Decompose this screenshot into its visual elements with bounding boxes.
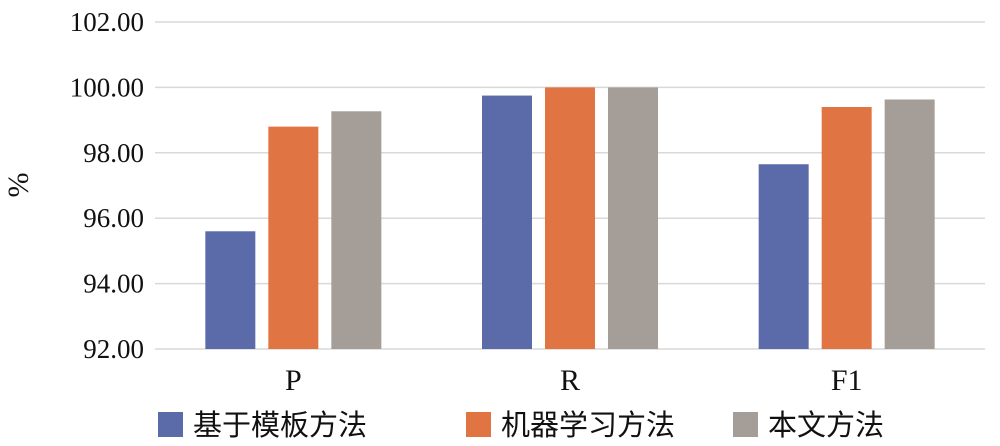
legend-label: 基于模板方法 bbox=[193, 408, 367, 442]
x-category-label: F1 bbox=[831, 364, 863, 397]
bar-R-1 bbox=[545, 87, 595, 350]
y-axis-title: % bbox=[2, 173, 35, 198]
y-tick-label: 94.00 bbox=[83, 269, 144, 299]
x-category-label: R bbox=[560, 364, 580, 397]
bar-P-2 bbox=[331, 111, 382, 350]
y-tick-label: 100.00 bbox=[70, 72, 144, 102]
y-tick-label: 102.00 bbox=[70, 7, 144, 37]
legend-swatch bbox=[733, 412, 758, 437]
legend-label: 机器学习方法 bbox=[501, 408, 675, 442]
x-axis-category-labels: P R F1 bbox=[285, 364, 863, 397]
bar-P-0 bbox=[205, 231, 256, 349]
bars bbox=[205, 87, 935, 350]
legend-label: 本文方法 bbox=[768, 408, 884, 442]
y-axis-tick-labels: 92.00 94.00 96.00 98.00 100.00 102.00 bbox=[70, 7, 144, 364]
bar-F1-2 bbox=[884, 99, 935, 350]
bar-F1-1 bbox=[821, 107, 872, 350]
legend: 基于模板方法 机器学习方法 本文方法 bbox=[158, 408, 884, 442]
bar-P-1 bbox=[268, 126, 319, 349]
legend-swatch bbox=[466, 412, 491, 437]
bar-R-2 bbox=[608, 87, 658, 350]
y-tick-label: 92.00 bbox=[83, 334, 144, 364]
x-category-label: P bbox=[285, 364, 302, 397]
bar-F1-0 bbox=[758, 164, 809, 349]
y-tick-label: 98.00 bbox=[83, 138, 144, 168]
legend-swatch bbox=[158, 412, 183, 437]
y-tick-label: 96.00 bbox=[83, 203, 144, 233]
bar-R-0 bbox=[482, 95, 532, 349]
